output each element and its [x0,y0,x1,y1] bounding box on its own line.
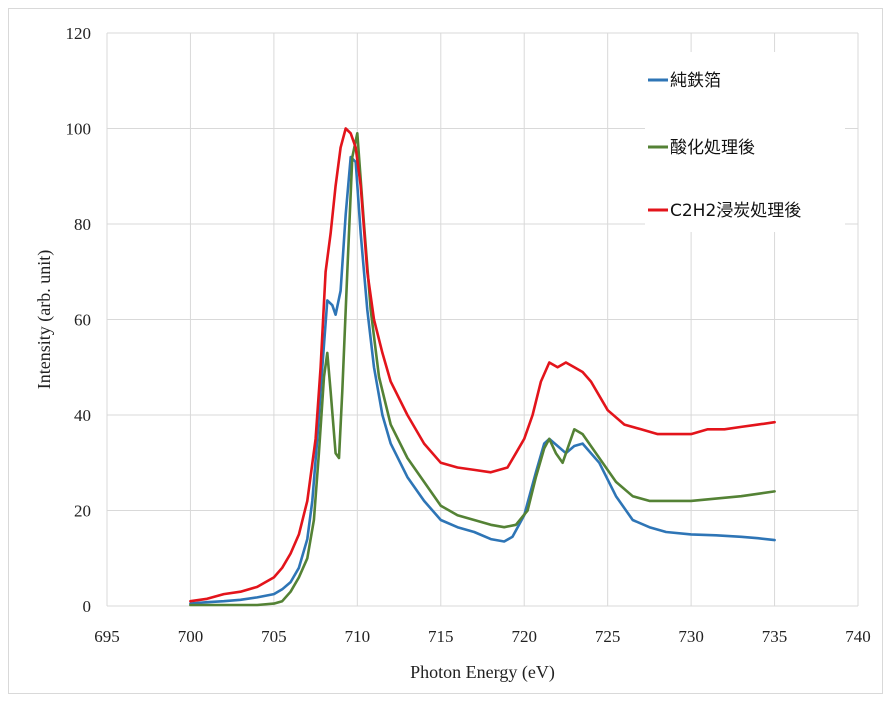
legend-label: 酸化処理後 [670,138,755,158]
grid-lines [106,32,859,607]
x-tick-label: 715 [428,627,454,646]
y-tick-label: 80 [74,215,91,234]
series-line-3 [189,127,776,603]
legend-label: C2H2浸炭処理後 [670,201,801,221]
y-tick-label: 0 [83,597,92,616]
y-tick-label: 20 [74,502,91,521]
x-tick-label: 730 [678,627,704,646]
series-line-2 [189,132,776,607]
plot-area [189,127,776,607]
y-tick-label: 60 [74,311,91,330]
x-tick-label: 710 [345,627,371,646]
x-tick-label: 700 [178,627,204,646]
chart-frame [8,8,883,694]
y-axis-label: Intensity (arb. unit) [34,250,55,389]
series-line-1 [189,155,776,605]
tick-labels: 695 700 705 710 715 720 725 730 735 740 0 20 40 60 80 1… [66,24,871,646]
legend-background [645,52,845,232]
x-tick-label: 740 [845,627,871,646]
x-tick-label: 705 [261,627,287,646]
legend-label: 純鉄箔 [670,71,721,91]
y-tick-label: 120 [66,24,92,43]
x-tick-label: 720 [511,627,537,646]
y-tick-label: 100 [66,120,92,139]
x-tick-label: 695 [94,627,120,646]
x-tick-label: 725 [595,627,621,646]
y-tick-label: 40 [74,406,91,425]
x-axis-label: Photon Energy (eV) [410,662,555,683]
x-tick-label: 735 [762,627,788,646]
